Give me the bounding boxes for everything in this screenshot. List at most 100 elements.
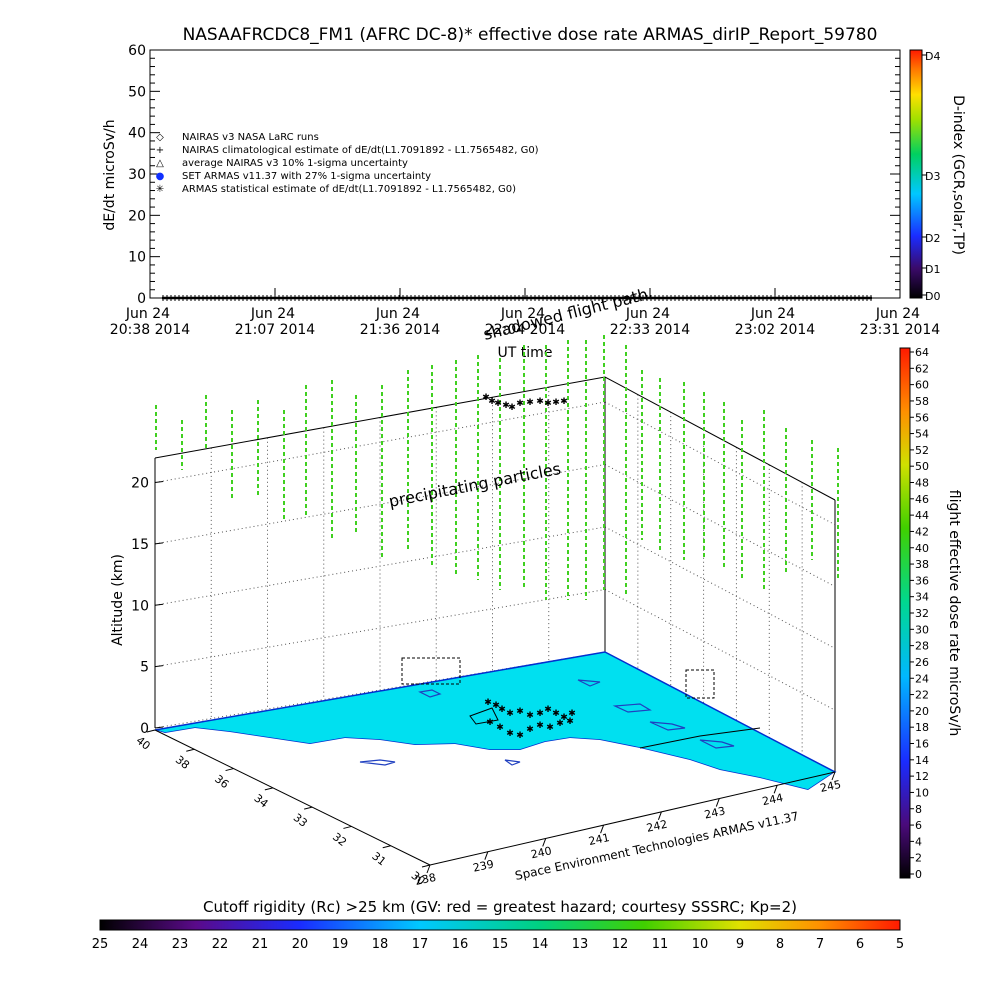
legend-symbol: ✳: [156, 184, 164, 195]
flight-path-marker: ✱: [526, 725, 534, 735]
dose-rate-tick-label: 64: [915, 346, 929, 359]
dose-rate-tick-label: 62: [915, 362, 929, 375]
altitude-tick-mark: [154, 481, 164, 484]
latitude-tick-label: 32: [330, 830, 349, 849]
longitude-tick-label: 244: [761, 791, 784, 808]
cutoff-rigidity-tick-label: 15: [492, 937, 509, 952]
longitude-tick-mark: [484, 851, 489, 860]
side-wall-gridline: [604, 464, 836, 587]
dose-rate-tick-label: 6: [915, 819, 922, 832]
dose-rate-tick-label: 34: [915, 591, 929, 604]
top-y-tick-label: 60: [128, 43, 146, 59]
latitude-tick-label: 38: [173, 753, 192, 772]
longitude-tick-label: 241: [587, 831, 610, 848]
flight-path-marker: ✱: [482, 393, 490, 403]
top-y-tick-label: 40: [128, 126, 146, 142]
legend-entry-label: SET ARMAS v11.37 with 27% 1-sigma uncert…: [182, 171, 431, 182]
legend-entry-label: NAIRAS climatological estimate of dE/dt(…: [182, 145, 539, 156]
top-y-tick-label: 10: [128, 250, 146, 266]
cutoff-rigidity-tick-label: 7: [816, 937, 824, 952]
3d-longitude-axis-line: [429, 771, 836, 866]
flight-path-marker: ✱: [552, 398, 560, 408]
dose-rate-tick-label: 60: [915, 379, 929, 392]
top-x-tick-time: 22:04 2014: [485, 322, 566, 338]
altitude-tick-label: 5: [140, 660, 149, 676]
flight-path-markers: ✱✱✱ ✱✱ ✱ ✱ ✱ ✱ ✱ ✱✱ ✱✱ ✱ ✱ ✱ ✱ ✱ ✱ ✱ ✱✱ ✱✱ ✱✱ ✱ ✱ ✱ ✱: [401, 393, 715, 741]
side-wall-gridline: [604, 526, 836, 649]
flight-path-marker: ✱: [506, 709, 514, 719]
flight-path-marker: ✱: [536, 709, 544, 719]
flight-path-marker: ✱: [498, 705, 506, 715]
cutoff-rigidity-tick-label: 25: [92, 937, 109, 952]
dose-rate-tick-label: 2: [915, 852, 922, 865]
longitude-tick-label: 239: [472, 858, 495, 875]
cutoff-rigidity-tick-label: 16: [452, 937, 469, 952]
top-x-tick-date: Jun 24: [125, 306, 170, 322]
dose-rate-tick-label: 50: [915, 460, 929, 473]
longitude-tick-mark: [600, 824, 605, 834]
dose-rate-tick-label: 28: [915, 640, 929, 653]
flight-path-shadow-box: [401, 657, 461, 685]
latitude-tick-mark: [264, 787, 273, 791]
dose-rate-tick-label: 44: [915, 509, 929, 522]
dose-rate-tick-label: 32: [915, 607, 929, 620]
cutoff-rigidity-tick-label: 12: [612, 937, 629, 952]
dose-rate-tick-label: 46: [915, 493, 929, 506]
dose-rate-tick-label: 54: [915, 428, 929, 441]
legend-entry-label: average NAIRAS v3 10% 1-sigma uncertaint…: [182, 158, 408, 169]
cutoff-rigidity-tick-label: 6: [856, 937, 864, 952]
cutoff-rigidity-tick-label: 10: [692, 937, 709, 952]
latitude-tick-mark: [225, 768, 234, 772]
flight-path-marker: ✱: [536, 721, 544, 731]
legend-symbol: +: [156, 145, 164, 156]
map-contour: [359, 759, 396, 766]
dose-rate-tick-label: 52: [915, 444, 929, 457]
dose-rate-tick-label: 16: [915, 738, 929, 751]
dose-rate-colorbar-label: flight effective dose rate microSv/h: [946, 490, 962, 736]
flight-path-marker: ✱: [526, 711, 534, 721]
flight-path-marker: ✱: [556, 719, 564, 729]
altitude-tick-mark: [154, 542, 164, 545]
latitude-tick-label: 31: [369, 850, 388, 869]
top-x-tick-date: Jun 24: [500, 306, 545, 322]
land-area: [155, 728, 835, 865]
cutoff-rigidity-tick-label: 8: [776, 937, 784, 952]
altitude-tick-mark: [154, 603, 164, 606]
flight-path-marker: ✱: [494, 399, 502, 409]
cutoff-rigidity-label: Cutoff rigidity (Rc) >25 km (GV: red = g…: [203, 898, 797, 916]
top-x-tick-time: 23:31 2014: [860, 322, 941, 338]
longitude-tick-mark: [715, 798, 720, 807]
cutoff-rigidity-tick-label: 19: [332, 937, 349, 952]
cutoff-rigidity-tick-label: 18: [372, 937, 389, 952]
legend-entry-label: NAIRAS v3 NASA LaRC runs: [182, 132, 319, 143]
flight-path-marker: ✱: [544, 399, 552, 409]
dose-rate-tick-label: 48: [915, 477, 929, 490]
longitude-tick-label: 240: [530, 844, 553, 861]
cutoff-rigidity-tick-label: 14: [532, 937, 549, 952]
state-boundary-line: [639, 727, 761, 749]
top-y-axis-label: dE/dt microSv/h: [102, 119, 118, 230]
flight-path-marker: ✱: [484, 698, 492, 708]
cutoff-rigidity-tick-label: 13: [572, 937, 589, 952]
map-contour: [649, 721, 686, 731]
longitude-tick-mark: [657, 811, 662, 821]
dose-rate-tick-label: 0: [915, 868, 922, 881]
longitude-tick-mark: [426, 864, 431, 874]
dose-rate-tick-label: 14: [915, 754, 929, 767]
flight-path-marker: ✱: [496, 723, 504, 733]
top-x-tick-time: 23:02 2014: [735, 322, 816, 338]
annotation-precipitating-particles: precipitating particles: [387, 459, 562, 511]
flight-path-marker: ✱: [488, 397, 496, 407]
longitude-tick-mark: [542, 838, 547, 847]
dose-rate-tick-label: 40: [915, 542, 929, 555]
latitude-tick-mark: [382, 845, 391, 849]
flight-path-marker: ✱: [492, 701, 500, 711]
dose-rate-tick-label: 56: [915, 411, 929, 424]
flight-path-marker: ✱: [516, 707, 524, 717]
latitude-tick-mark: [343, 825, 352, 829]
armas-dose-series-markers: [162, 295, 872, 301]
cutoff-rigidity-colorbar: [99, 919, 901, 931]
dose-rate-colorbar: [899, 347, 911, 879]
